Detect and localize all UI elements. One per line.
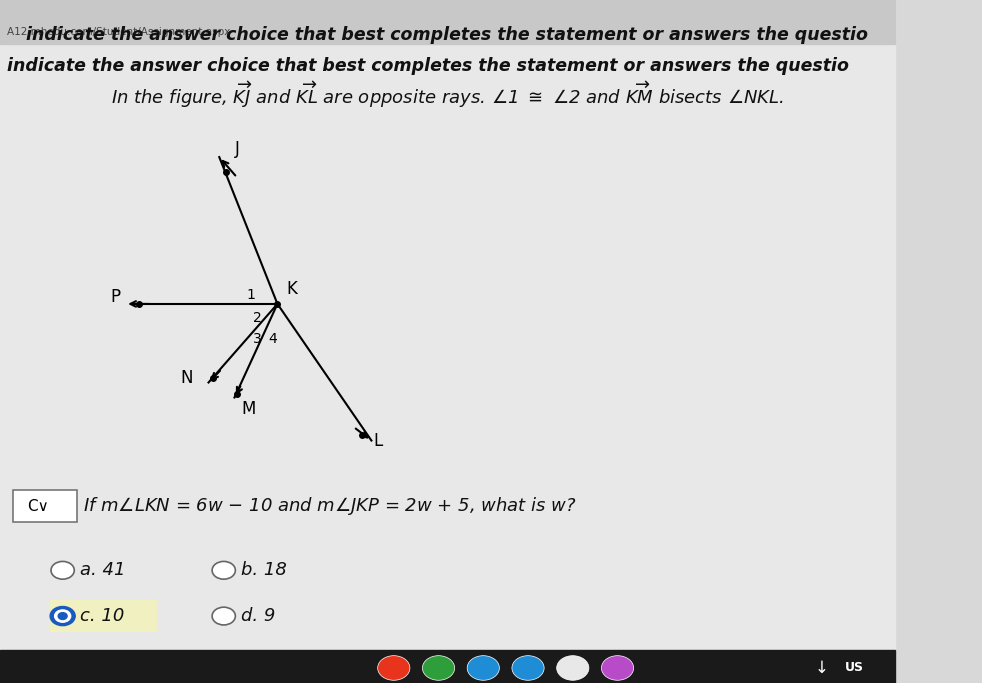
Circle shape — [55, 610, 71, 622]
Text: If m$\angle$LKN = 6w $-$ 10 and m$\angle$JKP = 2w + 5, what is w?: If m$\angle$LKN = 6w $-$ 10 and m$\angle… — [83, 495, 576, 517]
Circle shape — [378, 656, 409, 680]
Text: N: N — [181, 370, 193, 387]
Text: In the figure, $\overrightarrow{KJ}$ and $\overrightarrow{KL}$ are opposite rays: In the figure, $\overrightarrow{KJ}$ and… — [111, 79, 784, 110]
Text: C∨: C∨ — [27, 499, 48, 514]
Text: P: P — [111, 288, 121, 306]
Circle shape — [212, 607, 236, 625]
Circle shape — [422, 656, 455, 680]
Text: K: K — [287, 281, 298, 298]
Circle shape — [601, 656, 633, 680]
Text: 3: 3 — [253, 333, 262, 346]
Text: indicate the answer choice that best completes the statement or answers the ques: indicate the answer choice that best com… — [7, 57, 849, 75]
Text: 2: 2 — [253, 311, 262, 324]
Text: US: US — [846, 661, 864, 675]
Text: ↓: ↓ — [815, 659, 829, 677]
Circle shape — [557, 656, 589, 680]
Circle shape — [58, 613, 67, 619]
Text: M: M — [242, 400, 256, 417]
Bar — [0, 0, 895, 44]
Circle shape — [512, 656, 544, 680]
Text: 4: 4 — [269, 333, 277, 346]
Text: c. 10: c. 10 — [80, 607, 124, 625]
Circle shape — [467, 656, 500, 680]
Circle shape — [51, 561, 75, 579]
Bar — [0, 650, 895, 683]
Text: A12 mhedu.com/Student/Assignment.aspx: A12 mhedu.com/Student/Assignment.aspx — [7, 27, 231, 37]
Text: d. 9: d. 9 — [241, 607, 275, 625]
FancyBboxPatch shape — [14, 490, 77, 522]
Circle shape — [212, 561, 236, 579]
Text: b. 18: b. 18 — [241, 561, 287, 579]
Text: 1: 1 — [246, 288, 255, 302]
Text: a. 41: a. 41 — [80, 561, 125, 579]
Text: L: L — [373, 432, 382, 449]
Circle shape — [50, 607, 76, 626]
FancyBboxPatch shape — [50, 600, 156, 632]
Text: J: J — [236, 141, 241, 158]
Text: indicate the answer choice that best completes the statement or answers the ques: indicate the answer choice that best com… — [27, 27, 868, 44]
